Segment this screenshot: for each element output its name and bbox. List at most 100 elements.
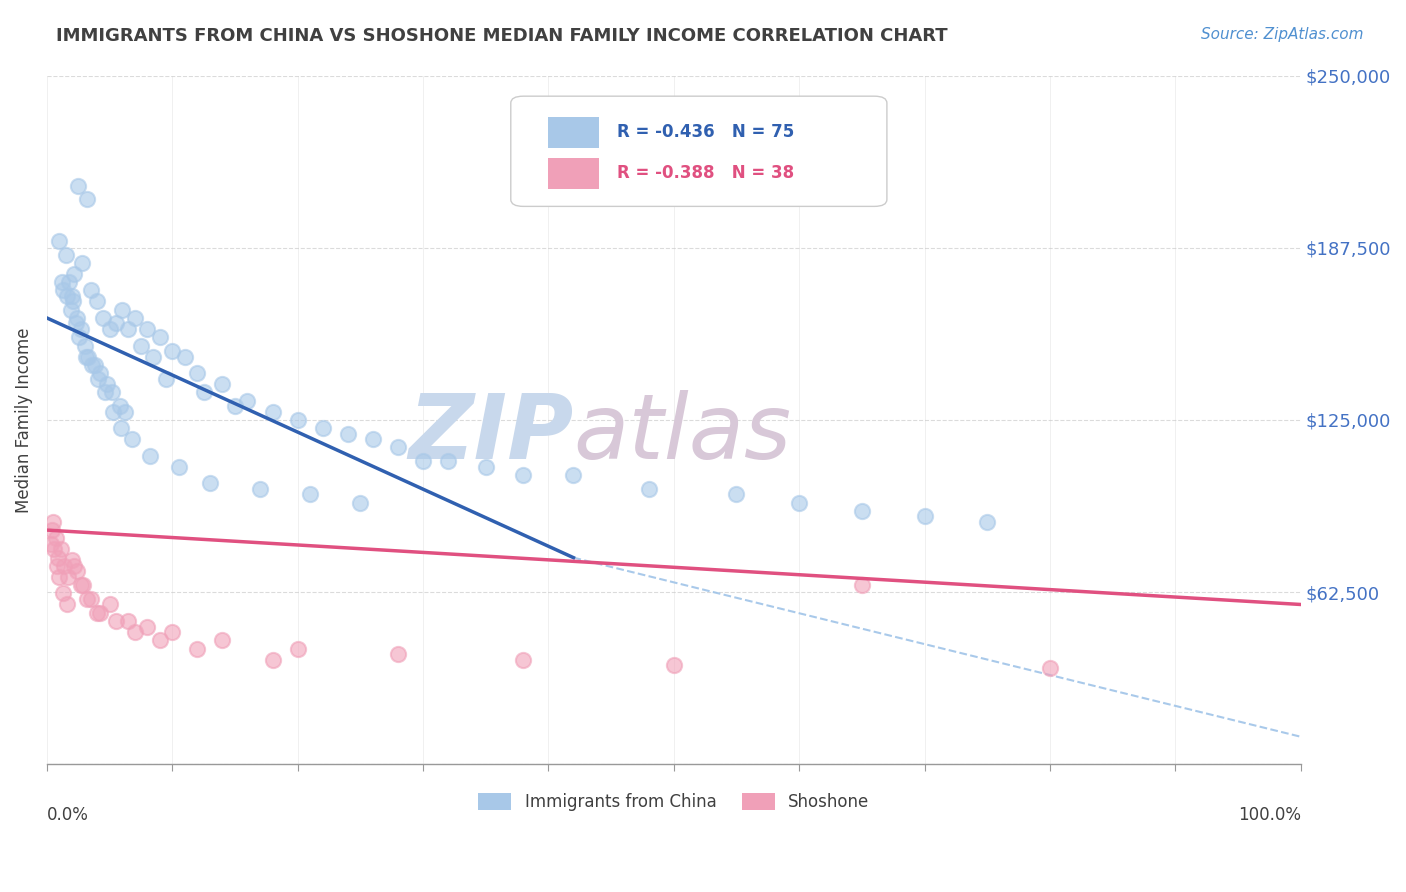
Point — [136, 322, 159, 336]
Point — [76, 193, 98, 207]
Point — [45, 558, 67, 573]
Point — [73, 338, 96, 352]
Point — [787, 495, 810, 509]
Point — [67, 178, 90, 193]
Point — [87, 371, 110, 385]
Point — [44, 542, 66, 557]
Point — [1039, 661, 1062, 675]
Point — [49, 542, 72, 557]
Point — [173, 350, 195, 364]
Point — [55, 247, 77, 261]
Point — [41, 523, 63, 537]
Point — [69, 330, 91, 344]
Point — [851, 504, 873, 518]
Point — [142, 350, 165, 364]
Point — [108, 399, 131, 413]
Point — [66, 310, 89, 325]
Text: R = -0.436   N = 75: R = -0.436 N = 75 — [617, 123, 794, 141]
Point — [361, 432, 384, 446]
Point — [136, 619, 159, 633]
Point — [262, 404, 284, 418]
Point — [249, 482, 271, 496]
Point — [162, 625, 184, 640]
Point — [851, 578, 873, 592]
Point — [117, 322, 139, 336]
Text: IMMIGRANTS FROM CHINA VS SHOSHONE MEDIAN FAMILY INCOME CORRELATION CHART: IMMIGRANTS FROM CHINA VS SHOSHONE MEDIAN… — [56, 27, 948, 45]
Point — [45, 532, 67, 546]
Point — [387, 647, 409, 661]
Point — [287, 413, 309, 427]
Point — [299, 487, 322, 501]
Point — [86, 294, 108, 309]
Point — [224, 399, 246, 413]
Point — [101, 385, 124, 400]
Point — [56, 289, 79, 303]
Point — [59, 302, 82, 317]
Point — [124, 310, 146, 325]
Point — [162, 344, 184, 359]
Point — [512, 468, 534, 483]
Point — [48, 570, 70, 584]
Point — [512, 652, 534, 666]
Point — [51, 275, 73, 289]
Text: 0.0%: 0.0% — [46, 805, 89, 823]
Point — [211, 377, 233, 392]
Point — [138, 449, 160, 463]
Point — [149, 633, 172, 648]
Point — [110, 421, 132, 435]
Point — [104, 317, 127, 331]
Point — [167, 459, 190, 474]
Legend: Immigrants from China, Shoshone: Immigrants from China, Shoshone — [471, 787, 876, 818]
Point — [52, 586, 75, 600]
Point — [287, 641, 309, 656]
Point — [80, 358, 103, 372]
Point — [474, 459, 496, 474]
Point — [976, 515, 998, 529]
Point — [662, 658, 685, 673]
Point — [336, 426, 359, 441]
Point — [62, 294, 84, 309]
Point — [412, 454, 434, 468]
Point — [186, 641, 208, 656]
Text: Source: ZipAtlas.com: Source: ZipAtlas.com — [1201, 27, 1364, 42]
Point — [69, 322, 91, 336]
Point — [96, 377, 118, 392]
Point — [42, 515, 65, 529]
Point — [70, 256, 93, 270]
Point — [637, 482, 659, 496]
Point — [56, 598, 79, 612]
Point — [53, 558, 76, 573]
Point — [77, 350, 100, 364]
Point — [129, 338, 152, 352]
Point — [65, 317, 87, 331]
Point — [39, 537, 62, 551]
Point — [117, 614, 139, 628]
Point — [60, 289, 83, 303]
Point — [72, 578, 94, 592]
Point — [312, 421, 335, 435]
Point — [103, 404, 125, 418]
Point — [52, 284, 75, 298]
Point — [111, 302, 134, 317]
Point — [725, 487, 748, 501]
Point — [66, 565, 89, 579]
Point — [60, 553, 83, 567]
Point — [193, 385, 215, 400]
Point — [76, 591, 98, 606]
Point — [80, 284, 103, 298]
Point — [114, 404, 136, 418]
Bar — [548, 117, 599, 148]
Point — [89, 606, 111, 620]
Point — [89, 366, 111, 380]
Point — [58, 275, 80, 289]
Text: ZIP: ZIP — [408, 390, 574, 478]
Point — [914, 509, 936, 524]
Bar — [548, 158, 599, 189]
Point — [121, 432, 143, 446]
Point — [80, 591, 103, 606]
Point — [48, 234, 70, 248]
Point — [349, 495, 371, 509]
Point — [83, 358, 105, 372]
Point — [75, 350, 97, 364]
Point — [93, 385, 115, 400]
